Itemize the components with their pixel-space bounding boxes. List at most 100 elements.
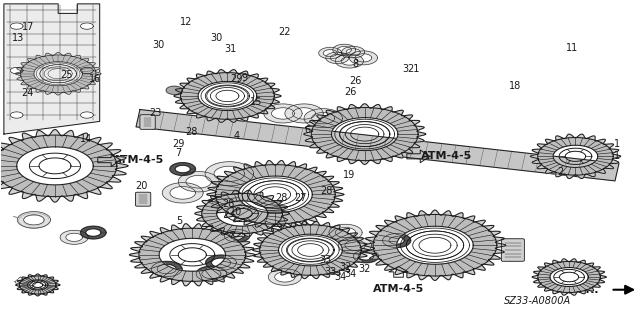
- Text: SZ33-A0800A: SZ33-A0800A: [504, 296, 571, 306]
- Text: 26: 26: [349, 76, 362, 86]
- Text: 19: 19: [342, 170, 355, 180]
- Polygon shape: [81, 226, 106, 239]
- Polygon shape: [152, 262, 182, 277]
- Text: 26: 26: [344, 87, 356, 97]
- Text: 29: 29: [172, 139, 184, 149]
- Polygon shape: [178, 172, 219, 192]
- Text: 21: 21: [408, 64, 420, 74]
- Polygon shape: [205, 162, 253, 186]
- Polygon shape: [205, 255, 236, 270]
- Text: 32: 32: [358, 264, 371, 274]
- Polygon shape: [285, 104, 323, 123]
- Polygon shape: [342, 47, 365, 58]
- Text: 28: 28: [185, 127, 197, 137]
- Polygon shape: [329, 224, 362, 241]
- Text: 31: 31: [225, 44, 237, 54]
- Text: ATM-4-5: ATM-4-5: [373, 284, 424, 294]
- Polygon shape: [216, 165, 335, 224]
- Polygon shape: [260, 225, 361, 275]
- Polygon shape: [10, 23, 23, 29]
- Polygon shape: [207, 160, 344, 228]
- Text: 33: 33: [319, 255, 332, 264]
- Polygon shape: [136, 109, 619, 181]
- Text: 25: 25: [60, 70, 73, 80]
- Text: 17: 17: [22, 22, 35, 32]
- Polygon shape: [174, 70, 281, 122]
- Polygon shape: [139, 228, 246, 281]
- Polygon shape: [538, 137, 613, 175]
- Text: 20: 20: [135, 182, 147, 191]
- Text: FR.: FR.: [578, 285, 598, 295]
- Text: 1: 1: [614, 151, 620, 161]
- Text: 18: 18: [509, 81, 521, 92]
- Polygon shape: [253, 221, 368, 278]
- Text: 16: 16: [89, 73, 101, 84]
- Polygon shape: [264, 104, 302, 123]
- FancyBboxPatch shape: [136, 192, 151, 206]
- Polygon shape: [304, 104, 426, 164]
- Polygon shape: [373, 214, 497, 276]
- Text: 7: 7: [175, 148, 181, 158]
- Polygon shape: [195, 190, 289, 237]
- Text: 28: 28: [223, 199, 235, 209]
- Polygon shape: [335, 54, 364, 68]
- Polygon shape: [326, 52, 349, 63]
- Polygon shape: [166, 86, 182, 94]
- Polygon shape: [19, 276, 56, 294]
- Polygon shape: [180, 73, 275, 119]
- Text: 22: 22: [278, 27, 291, 37]
- FancyBboxPatch shape: [140, 115, 156, 129]
- Text: 13: 13: [12, 33, 25, 43]
- Text: 30: 30: [211, 33, 223, 43]
- Text: 28: 28: [320, 186, 333, 196]
- Polygon shape: [60, 230, 88, 244]
- Polygon shape: [81, 23, 93, 29]
- Polygon shape: [339, 237, 372, 254]
- Text: 34: 34: [334, 272, 347, 282]
- Text: ATM-4-5: ATM-4-5: [421, 151, 472, 161]
- Polygon shape: [268, 269, 301, 285]
- Polygon shape: [304, 109, 342, 128]
- Polygon shape: [4, 4, 100, 134]
- Text: 12: 12: [180, 17, 192, 27]
- Text: 34: 34: [344, 270, 356, 279]
- Text: 3: 3: [402, 64, 408, 74]
- Polygon shape: [532, 259, 606, 295]
- Polygon shape: [224, 229, 250, 242]
- FancyBboxPatch shape: [501, 239, 524, 261]
- Polygon shape: [129, 224, 255, 286]
- Polygon shape: [364, 210, 506, 280]
- Text: 1: 1: [614, 139, 620, 149]
- Text: 15: 15: [250, 97, 262, 107]
- Text: ATM-4-5: ATM-4-5: [113, 155, 164, 165]
- Polygon shape: [353, 250, 379, 263]
- Polygon shape: [170, 163, 195, 175]
- Text: 10: 10: [230, 207, 242, 217]
- Text: 11: 11: [566, 43, 579, 53]
- Polygon shape: [531, 134, 621, 179]
- Polygon shape: [15, 52, 101, 95]
- Polygon shape: [163, 183, 203, 203]
- Text: 9: 9: [241, 73, 248, 83]
- Text: 6: 6: [304, 125, 310, 135]
- Text: 4: 4: [234, 131, 240, 141]
- Text: 30: 30: [152, 40, 164, 49]
- Polygon shape: [81, 112, 93, 118]
- Polygon shape: [349, 51, 378, 65]
- Polygon shape: [15, 274, 60, 296]
- Text: 29: 29: [230, 74, 243, 85]
- Polygon shape: [17, 211, 51, 228]
- Polygon shape: [81, 67, 93, 74]
- Polygon shape: [10, 67, 23, 74]
- Text: 2: 2: [557, 167, 564, 177]
- Polygon shape: [319, 48, 342, 59]
- Polygon shape: [333, 44, 356, 56]
- Text: 5: 5: [177, 216, 182, 226]
- Polygon shape: [20, 55, 96, 93]
- Polygon shape: [202, 193, 282, 234]
- Polygon shape: [0, 130, 128, 202]
- Text: 27: 27: [294, 193, 307, 203]
- Text: 28: 28: [275, 193, 288, 203]
- Text: 8: 8: [352, 59, 358, 69]
- Polygon shape: [196, 266, 227, 281]
